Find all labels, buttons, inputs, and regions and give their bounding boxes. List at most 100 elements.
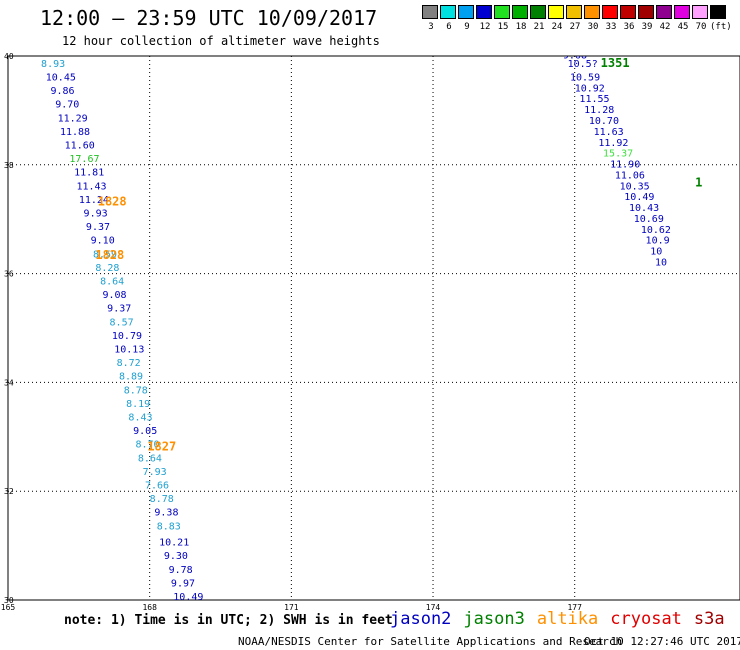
east-track-point: 15.37: [603, 149, 633, 160]
west-track-point: 8.64: [100, 276, 124, 287]
west-track-time-label: 1828: [98, 195, 127, 209]
footer: NOAA/NESDIS Center for Satellite Applica…: [238, 635, 740, 648]
west-track-point: 11.60: [65, 140, 95, 151]
west-track-point: 9.70: [55, 100, 79, 111]
lon-tick-label: 168: [142, 603, 157, 612]
satellite-legend: jason2 jason3 altika cryosat s3a: [390, 609, 725, 629]
color-scale-label: 70: [695, 22, 707, 32]
footer-timestamp: Oct 10 12:27:46 UTC 2017: [584, 635, 740, 648]
color-scale-swatch: [440, 5, 456, 19]
color-scale-label: 45: [677, 22, 689, 32]
color-scale-label: 15: [497, 22, 509, 32]
east-track-point: 10.62: [641, 225, 671, 236]
west-track-point: 8.19: [126, 399, 150, 410]
satellite-jason2: jason2: [390, 609, 452, 629]
lat-tick-label: 34: [4, 378, 14, 387]
lat-tick-label: 32: [4, 487, 14, 496]
west-track-point: 10.49: [173, 592, 203, 603]
color-scale-label: 18: [515, 22, 527, 32]
east-track-time-label: 1351: [601, 56, 630, 70]
lon-tick-label: 171: [284, 603, 299, 612]
west-track-point: 7.66: [145, 480, 169, 491]
color-scale-swatch: [638, 5, 654, 19]
color-scale-swatch: [548, 5, 564, 19]
west-track-point: 8.78: [124, 385, 148, 396]
east-track-point: 10.43: [629, 203, 659, 214]
west-track-point: 9.93: [84, 208, 108, 219]
west-track-point: 9.10: [91, 236, 115, 247]
color-scale-swatch: [476, 5, 492, 19]
color-scale-swatch: [710, 5, 726, 19]
satellite-altika: altika: [536, 609, 599, 629]
color-scale-label: 33: [605, 22, 617, 32]
map-grid: [7, 55, 740, 601]
color-scale-swatch: [422, 5, 438, 19]
west-track-point: 8.59: [93, 249, 117, 260]
lon-tick-label: 165: [1, 603, 16, 612]
west-track-point: 9.78: [169, 565, 193, 576]
color-scale-label: (ft): [710, 22, 732, 32]
color-scale-label: 6: [446, 22, 452, 32]
lat-tick-label: 38: [4, 161, 14, 170]
west-track-point: 9.37: [86, 222, 110, 233]
color-scale-label: 30: [587, 22, 599, 32]
east-track-point: 10.5?: [568, 59, 598, 70]
east-track-point: 11.92: [598, 138, 628, 149]
west-track-point: 8.72: [117, 358, 141, 369]
footer-credit: NOAA/NESDIS Center for Satellite Applica…: [238, 635, 623, 648]
east-track-point: 10: [650, 247, 662, 258]
west-track-point: 11.29: [58, 113, 88, 124]
satellite-jason3: jason3: [463, 609, 525, 629]
east-track-point: 11.55: [579, 94, 609, 105]
west-track-time-label: 1828: [95, 248, 124, 262]
east-track-point: 11.90: [610, 160, 640, 171]
west-track-point: 8.57: [110, 317, 134, 328]
west-track-point: 8.70: [136, 440, 160, 451]
west-track-point: 10.45: [46, 72, 76, 83]
color-scale-swatch: [656, 5, 672, 19]
west-track-point: 9.38: [154, 508, 178, 519]
note-text: note: 1) Time is in UTC; 2) SWH is in fe…: [64, 613, 393, 628]
color-scale-label: 39: [641, 22, 653, 32]
satellite-cryosat: cryosat: [610, 609, 682, 629]
west-track-point: 9.30: [164, 551, 188, 562]
east-track-point: 10.49: [624, 192, 654, 203]
west-track-point: 7.93: [143, 467, 167, 478]
west-track-point: 8.78: [150, 494, 174, 505]
east-track-point: 10.69: [634, 214, 664, 225]
east-track-point: 9.68: [563, 51, 587, 62]
color-scale-labels: 3 6 9 12 15 18 21 24 27 30 33 36 39 42 45 70 (ft): [422, 22, 732, 32]
color-scale-label: 3: [428, 22, 434, 32]
east-track-time-label: 1351: [591, 42, 620, 56]
lon-tick-label: 174: [426, 603, 441, 612]
west-track-point: 17.67: [69, 154, 99, 165]
color-scale: [422, 5, 728, 19]
west-track-point: 8.89: [119, 372, 143, 383]
east-track-point: 11.28: [584, 105, 614, 116]
west-track-point: 11.81: [74, 168, 104, 179]
altimeter-tracks: 8.93 10.45 9.86 9.70 11.29 11.88 11.60 17.67 11.…: [41, 42, 702, 603]
color-scale-label: 36: [623, 22, 635, 32]
color-scale-label: 9: [464, 22, 470, 32]
color-scale-swatch: [512, 5, 528, 19]
west-track-point: 8.43: [128, 412, 152, 423]
color-scale-swatch: [530, 5, 546, 19]
page-subtitle: 12 hour collection of altimeter wave hei…: [62, 34, 380, 48]
east-track-point: 10.92: [575, 83, 605, 94]
lon-tick-label: 177: [567, 603, 582, 612]
color-scale-swatch: [584, 5, 600, 19]
west-track-point: 9.97: [171, 578, 195, 589]
west-track-time-label: 1827: [147, 439, 176, 453]
west-track-point: 9.37: [107, 304, 131, 315]
west-track-point: 10.13: [114, 344, 144, 355]
west-track-point: 8.93: [41, 59, 65, 70]
color-scale-label: 21: [533, 22, 545, 32]
east-track-point: 10.9: [646, 236, 670, 247]
color-scale-label: 42: [659, 22, 671, 32]
lat-tick-label: 30: [4, 596, 14, 605]
west-track-point: 8.83: [157, 521, 181, 532]
east-track-point: 10.35: [620, 181, 650, 192]
east-track-point: 10.70: [589, 116, 619, 127]
